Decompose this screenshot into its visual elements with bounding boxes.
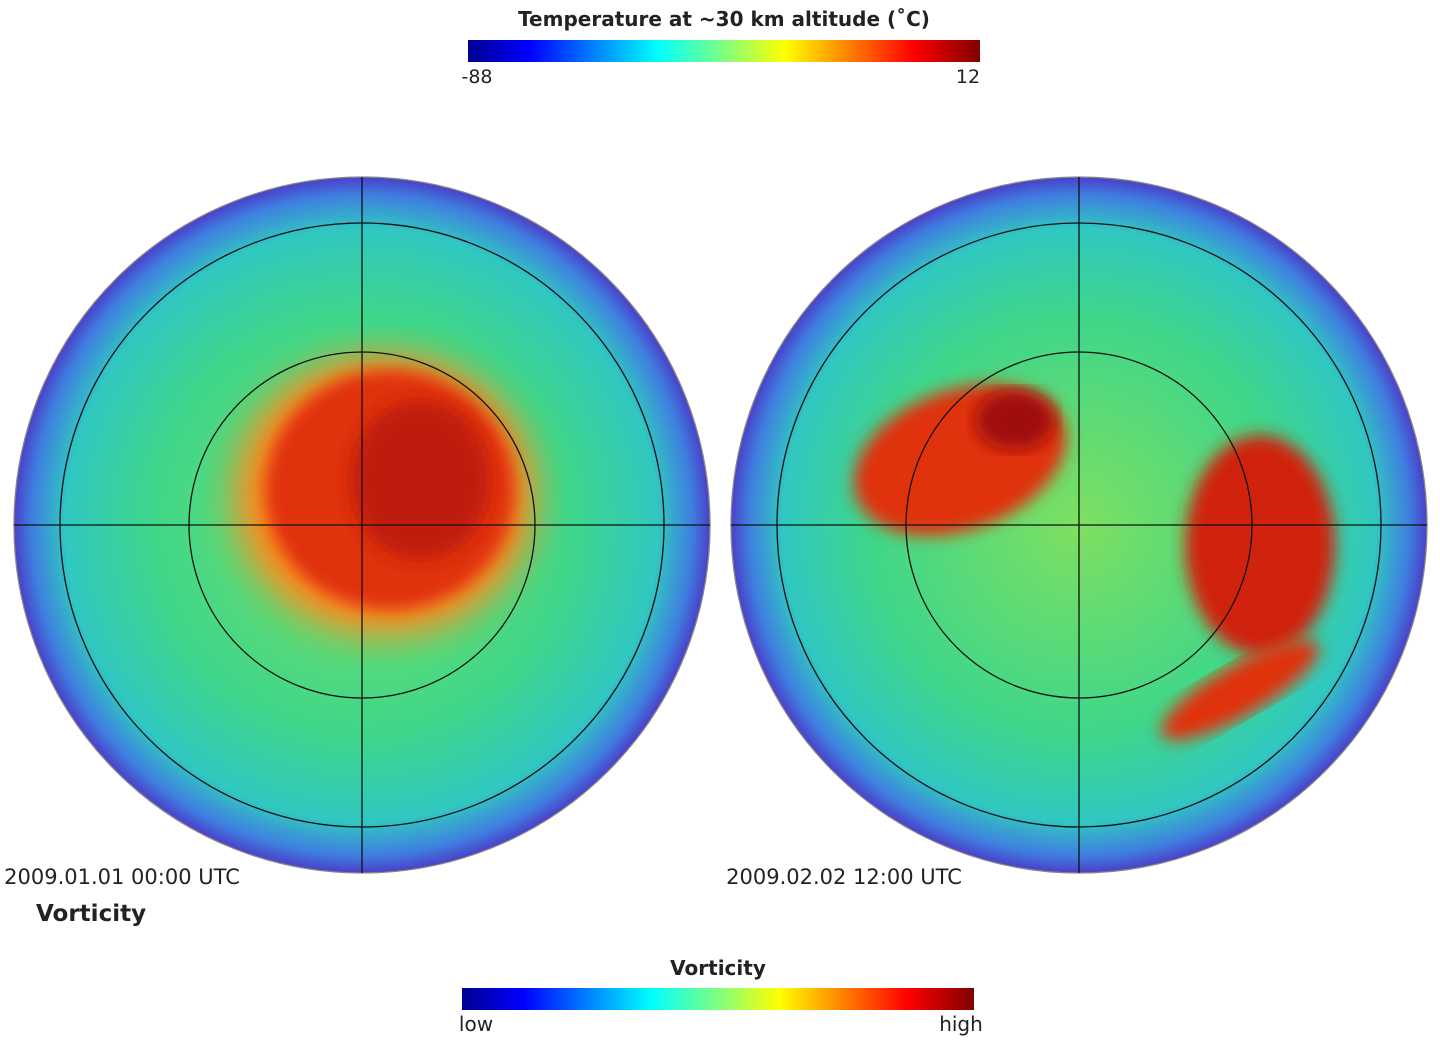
map-left xyxy=(13,176,711,874)
timestamp-right: 2009.02.02 12:00 UTC xyxy=(726,865,962,889)
vorticity-max: high xyxy=(939,1012,983,1036)
side-label: Vorticity xyxy=(36,901,146,927)
temperature-min: -88 xyxy=(461,66,492,88)
map-right xyxy=(730,176,1428,874)
vorticity-colorbar xyxy=(462,988,974,1010)
temperature-title: Temperature at ~30 km altitude (˚C) xyxy=(518,7,930,31)
vorticity-min: low xyxy=(459,1012,493,1036)
vorticity-title: Vorticity xyxy=(670,956,766,980)
temperature-max: 12 xyxy=(956,66,980,88)
timestamp-left: 2009.01.01 00:00 UTC xyxy=(4,865,240,889)
temperature-colorbar xyxy=(468,40,980,62)
